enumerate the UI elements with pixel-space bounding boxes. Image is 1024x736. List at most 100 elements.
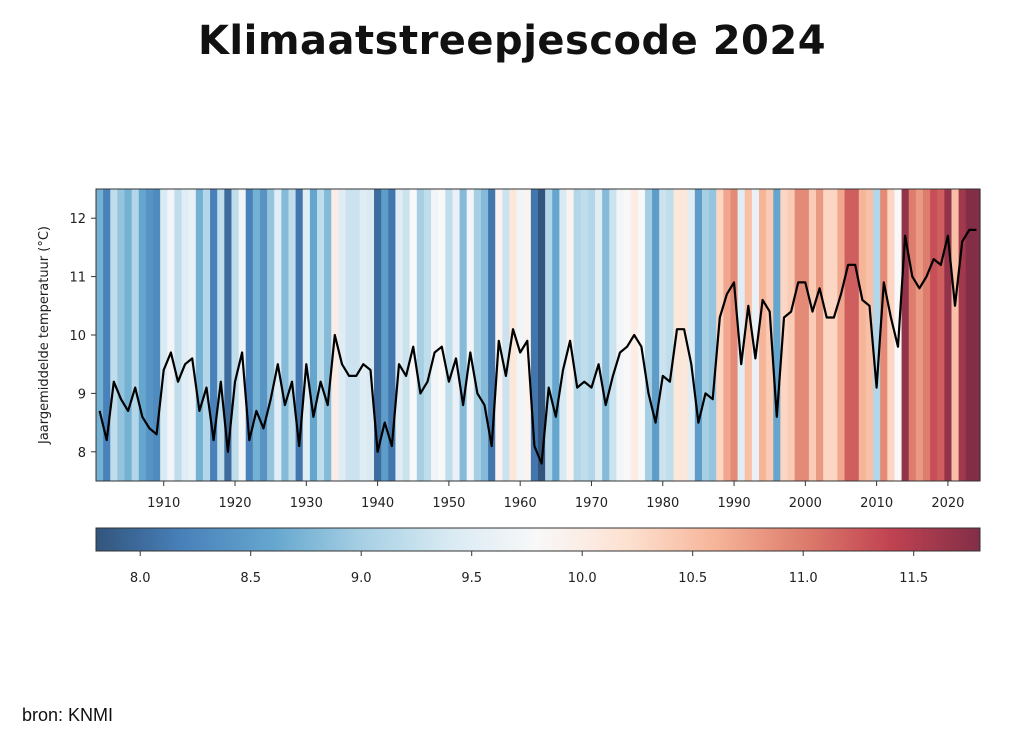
y-tick-label: 8 bbox=[78, 446, 86, 461]
y-tick-label: 11 bbox=[69, 271, 86, 286]
stripe-1935 bbox=[338, 189, 347, 481]
stripe-2002 bbox=[816, 189, 824, 481]
stripe-2000 bbox=[801, 189, 810, 481]
stripe-1922 bbox=[245, 189, 254, 481]
stripe-1952 bbox=[459, 189, 468, 481]
stripe-1946 bbox=[416, 189, 425, 481]
x-tick-label: 2020 bbox=[931, 496, 964, 511]
stripe-1931 bbox=[309, 189, 318, 481]
stripe-1943 bbox=[395, 189, 404, 481]
colorbar-tick-label: 11.5 bbox=[899, 571, 928, 586]
stripe-1975 bbox=[623, 189, 632, 481]
stripe-2016 bbox=[915, 189, 924, 481]
stripe-1973 bbox=[609, 189, 618, 481]
stripe-2014 bbox=[901, 189, 910, 481]
stripe-1950 bbox=[445, 189, 454, 481]
colorbar-tick-label: 8.0 bbox=[130, 571, 151, 586]
stripe-1906 bbox=[131, 189, 140, 481]
stripe-1957 bbox=[495, 189, 503, 481]
stripe-1949 bbox=[438, 189, 446, 481]
stripe-1912 bbox=[174, 189, 183, 481]
y-axis-label: Jaargemiddelde temperatuur (°C) bbox=[37, 226, 52, 445]
stripe-1947 bbox=[423, 189, 432, 481]
stripe-1916 bbox=[202, 189, 211, 481]
stripes-group bbox=[96, 189, 981, 481]
stripe-1919 bbox=[224, 189, 233, 481]
stripe-1951 bbox=[452, 189, 461, 481]
stripe-2012 bbox=[887, 189, 896, 481]
source-label: bron: KNMI bbox=[22, 705, 114, 725]
stripe-1964 bbox=[545, 189, 553, 481]
chart-title: Klimaatstreepjescode 2024 bbox=[197, 18, 827, 64]
stripe-2015 bbox=[908, 189, 917, 481]
stripe-1972 bbox=[602, 189, 610, 481]
x-tick-label: 1920 bbox=[218, 496, 251, 511]
stripe-1941 bbox=[381, 189, 389, 481]
stripe-1917 bbox=[210, 189, 218, 481]
stripe-1938 bbox=[359, 189, 368, 481]
stripe-1995 bbox=[766, 189, 774, 481]
stripe-1965 bbox=[552, 189, 560, 481]
stripe-1994 bbox=[759, 189, 767, 481]
stripe-1984 bbox=[687, 189, 696, 481]
colorbar-tick-label: 9.0 bbox=[351, 571, 372, 586]
x-tick-label: 1980 bbox=[646, 496, 679, 511]
stripe-1932 bbox=[317, 189, 325, 481]
colorbar-tick-label: 10.5 bbox=[678, 571, 707, 586]
stripe-1921 bbox=[238, 189, 247, 481]
stripe-1908 bbox=[145, 189, 154, 481]
stripe-1918 bbox=[217, 189, 225, 481]
stripe-1903 bbox=[110, 189, 118, 481]
stripe-1944 bbox=[402, 189, 411, 481]
stripe-1942 bbox=[388, 189, 397, 481]
stripe-1959 bbox=[509, 189, 518, 481]
stripe-1909 bbox=[153, 189, 161, 481]
stripe-1978 bbox=[644, 189, 653, 481]
y-tick-label: 10 bbox=[69, 329, 86, 344]
stripe-1915 bbox=[195, 189, 204, 481]
stripe-1999 bbox=[794, 189, 803, 481]
stripe-1987 bbox=[709, 189, 717, 481]
stripe-1990 bbox=[730, 189, 739, 481]
stripe-2023 bbox=[965, 189, 974, 481]
colorbar-tick-label: 10.0 bbox=[568, 571, 597, 586]
stripe-1914 bbox=[188, 189, 197, 481]
stripe-2006 bbox=[844, 189, 853, 481]
stripe-2024 bbox=[972, 189, 981, 481]
stripe-2010 bbox=[873, 189, 881, 481]
stripe-1988 bbox=[716, 189, 724, 481]
x-tick-label: 1940 bbox=[361, 496, 394, 511]
stripe-1930 bbox=[302, 189, 311, 481]
stripe-1993 bbox=[751, 189, 760, 481]
stripe-1936 bbox=[345, 189, 354, 481]
colorbar-tick-label: 9.5 bbox=[461, 571, 482, 586]
stripe-2021 bbox=[951, 189, 960, 481]
stripe-1967 bbox=[566, 189, 575, 481]
stripe-2022 bbox=[958, 189, 967, 481]
stripe-1937 bbox=[352, 189, 361, 481]
x-tick-label: 1990 bbox=[718, 496, 751, 511]
stripe-1961 bbox=[523, 189, 532, 481]
stripe-1955 bbox=[480, 189, 489, 481]
stripe-1904 bbox=[117, 189, 126, 481]
stripe-1969 bbox=[580, 189, 589, 481]
y-tick-label: 9 bbox=[78, 387, 86, 402]
stripe-1924 bbox=[259, 189, 268, 481]
stripe-2005 bbox=[837, 189, 846, 481]
stripe-1901 bbox=[96, 189, 104, 481]
stripe-1905 bbox=[124, 189, 133, 481]
stripe-1929 bbox=[295, 189, 304, 481]
stripe-1960 bbox=[516, 189, 525, 481]
colorbar-tick-label: 11.0 bbox=[789, 571, 818, 586]
stripe-2017 bbox=[922, 189, 931, 481]
stripe-1974 bbox=[616, 189, 625, 481]
stripe-2007 bbox=[851, 189, 860, 481]
x-tick-label: 1930 bbox=[290, 496, 323, 511]
stripe-1996 bbox=[773, 189, 781, 481]
stripe-1998 bbox=[787, 189, 796, 481]
stripe-1991 bbox=[737, 189, 746, 481]
temperature-line bbox=[98, 228, 977, 465]
stripe-1956 bbox=[488, 189, 496, 481]
stripe-1977 bbox=[637, 189, 646, 481]
